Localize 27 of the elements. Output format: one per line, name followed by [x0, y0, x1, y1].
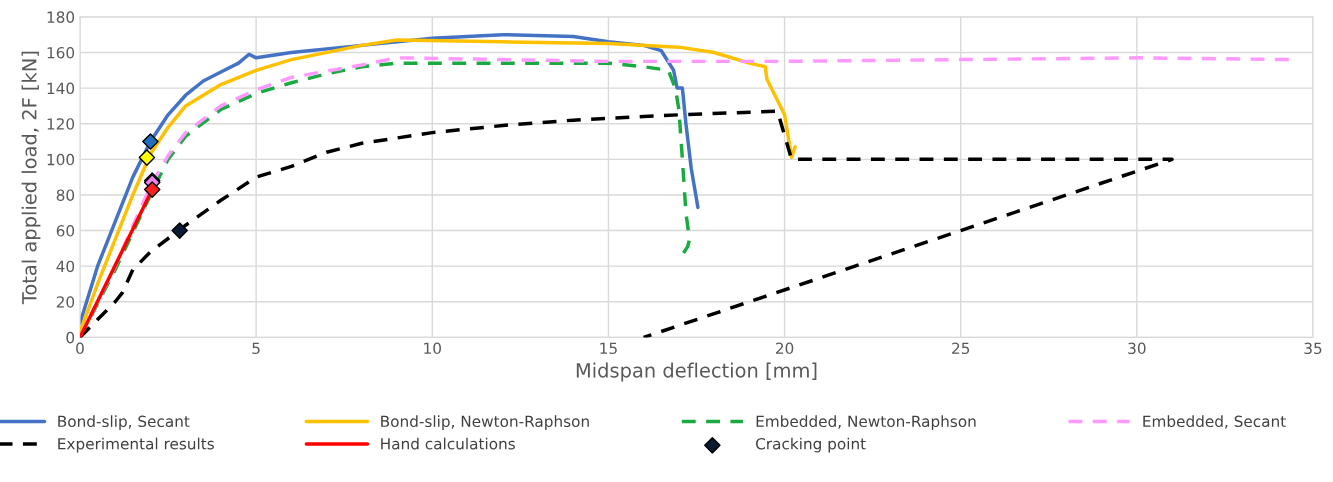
x-tick-label: 10 [424, 342, 441, 355]
y-tick-label: 160 [47, 46, 75, 59]
legend-label: Cracking point [756, 437, 866, 453]
x-tick-label: 20 [775, 342, 794, 355]
y-tick-label: 100 [47, 153, 75, 166]
y-tick-label: 140 [47, 82, 75, 95]
x-tick-label: 15 [600, 342, 617, 355]
legend-label: Embedded, Secant [1143, 415, 1286, 429]
legend-label: Bond-slip, Secant [58, 415, 190, 431]
x-tick-label: 5 [252, 342, 260, 355]
x-tick-label: 0 [76, 342, 84, 355]
y-tick-label: 60 [56, 225, 75, 237]
y-tick-label: 120 [47, 118, 75, 130]
legend-label: Bond-slip, Newton-Raphson [381, 415, 589, 431]
x-tick-label: 30 [1128, 342, 1146, 355]
legend-label: Experimental results [58, 437, 214, 453]
y-tick-label: 0 [66, 331, 75, 344]
legend-label: Hand calculations [381, 437, 515, 450]
y-axis-title: Total applied load, 2F [kN] [21, 51, 41, 305]
y-tick-label: 80 [56, 189, 75, 201]
x-tick-label: 35 [1304, 342, 1322, 355]
y-tick-label: 20 [56, 296, 75, 308]
y-tick-label: 180 [47, 11, 75, 23]
x-axis-title: Midspan deflection [mm] [576, 362, 817, 382]
legend-label: Embedded, Newton-Raphson [756, 415, 976, 431]
x-tick-label: 25 [952, 342, 970, 355]
y-tick-label: 40 [56, 260, 75, 273]
